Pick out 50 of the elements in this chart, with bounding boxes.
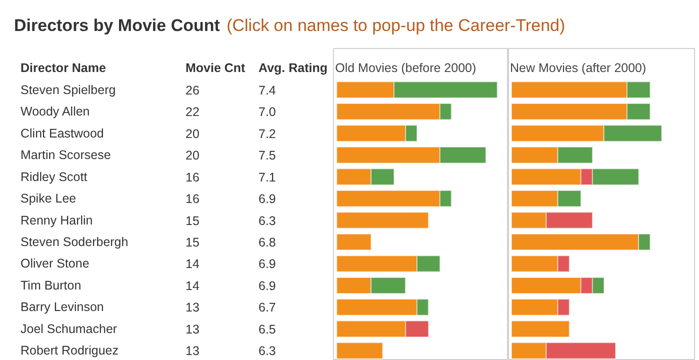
category-label: Renny Harlin (20, 213, 93, 228)
data-label: 13 (186, 344, 200, 358)
data-label: 15 (186, 214, 200, 228)
data-label: 6.7 (258, 300, 276, 315)
data-label: 7.0 (258, 105, 276, 120)
data-label: 6.3 (258, 344, 276, 358)
data-label: 6.9 (258, 278, 276, 293)
data-label: 6.9 (258, 192, 276, 206)
data-label: 13 (186, 322, 200, 336)
bar (336, 233, 372, 251)
data-label: 22 (186, 105, 200, 120)
data-label: 16 (186, 170, 200, 184)
category-label: Woody Allen (20, 104, 90, 119)
bar (336, 342, 384, 360)
data-label: 6.9 (258, 257, 276, 272)
data-label: 6.5 (258, 322, 276, 336)
category-label: Spike Lee (20, 192, 76, 206)
data-label: 7.1 (258, 170, 276, 184)
text: Avg. Rating (258, 61, 328, 76)
data-label: 6.3 (258, 214, 276, 228)
data-label: 26 (186, 83, 200, 98)
data-label: 14 (186, 257, 200, 272)
series-label: Movie Cnt (186, 61, 246, 76)
data-label: 20 (186, 126, 200, 141)
category-label: Tim Burton (20, 278, 82, 292)
bar (336, 212, 429, 229)
text: (Click on names to pop-up the Career-Trend) (226, 16, 566, 35)
category-label: Ridley Scott (20, 170, 88, 184)
bar (511, 320, 570, 338)
text: Directors by Movie Count (14, 16, 220, 35)
category-label: Martin Scorsese (20, 148, 111, 162)
data-label: 13 (186, 300, 200, 315)
category-label: Oliver Stone (20, 256, 90, 271)
data-label: 7.2 (258, 126, 276, 141)
data-label: 15 (186, 236, 200, 250)
data-label: 16 (186, 192, 200, 206)
data-label: 7.5 (258, 148, 276, 163)
chart-title: Old Movies (before 2000) (335, 61, 476, 76)
category-label: Barry Levinson (20, 300, 104, 314)
category-label: Joel Schumacher (20, 322, 118, 336)
category-label: Robert Rodriguez (20, 344, 118, 358)
data-label: 14 (186, 278, 200, 293)
data-label: 7.4 (258, 83, 276, 98)
data-label: 6.8 (258, 236, 276, 250)
data-label: 20 (186, 148, 200, 163)
text: Director Name (20, 61, 106, 76)
category-label: Steven Soderbergh (20, 235, 128, 250)
chart-title: New Movies (after 2000) (510, 61, 646, 76)
category-label: Clint Eastwood (20, 126, 104, 140)
category-label: Steven Spielberg (20, 82, 116, 97)
